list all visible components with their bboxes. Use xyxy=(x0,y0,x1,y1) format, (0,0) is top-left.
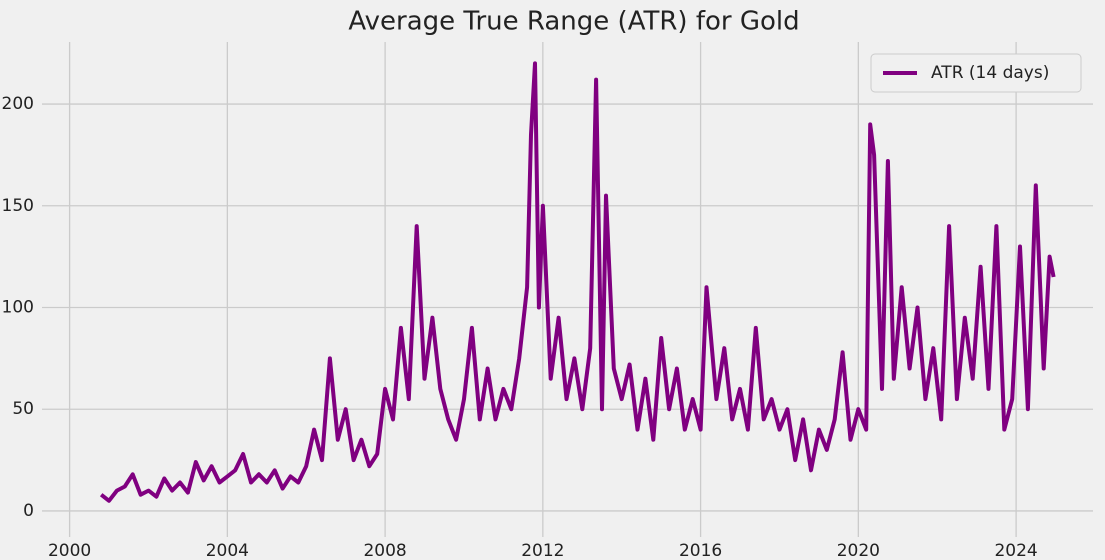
x-tick-label: 2004 xyxy=(206,541,249,560)
line xyxy=(99,61,1056,503)
y-tick-label: 0 xyxy=(23,501,34,521)
y-tick-label: 100 xyxy=(2,298,34,318)
x-tick-label: 2024 xyxy=(994,541,1037,560)
y-tick-label: 50 xyxy=(12,399,34,419)
x-tick-label: 2008 xyxy=(363,541,406,560)
x-tick-label: 2000 xyxy=(48,541,91,560)
y-tick-label: 150 xyxy=(2,196,34,216)
x-tick-label: 2020 xyxy=(837,541,880,560)
x-tick-label: 2012 xyxy=(521,541,564,560)
y-tick-label: 200 xyxy=(2,94,34,114)
legend-box xyxy=(870,53,1082,93)
chart-title: Average True Range (ATR) for Gold xyxy=(348,7,799,37)
legend-label: ATR (14 days) xyxy=(931,63,1049,83)
x-tick-label: 2016 xyxy=(679,541,722,560)
